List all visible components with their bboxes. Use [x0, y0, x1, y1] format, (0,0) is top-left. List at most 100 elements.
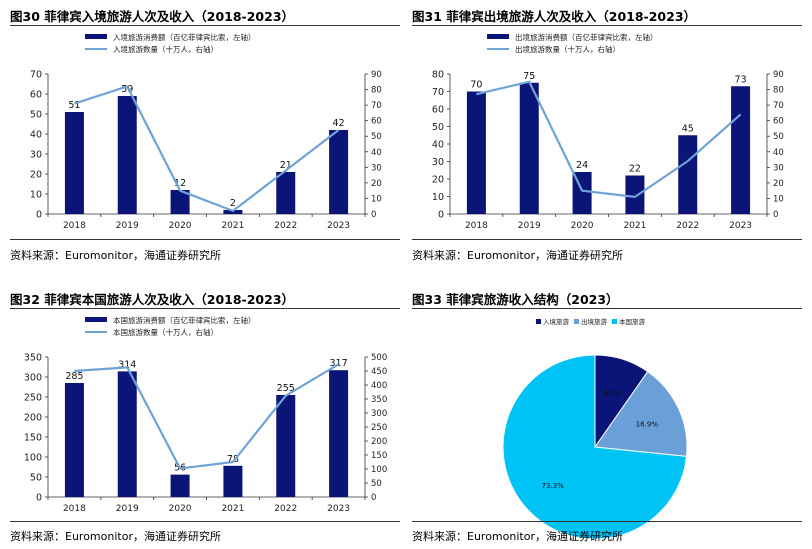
bar-data-label: 21 — [280, 160, 292, 171]
left-axis-tick-label: 20 — [432, 175, 444, 186]
legend-label: 出境旅游 — [581, 317, 608, 326]
left-axis-tick-label: 150 — [24, 433, 42, 444]
right-axis-tick-label: 30 — [773, 163, 784, 173]
domestic-tourism-chart: 本国旅游消费额（百亿菲律宾比索，左轴） 本国旅游数量（十万人，右轴） 0 50 100 1… — [24, 315, 387, 514]
right-axis-tick-label: 150 — [371, 451, 387, 461]
right-axis-tick-label: 90 — [371, 70, 382, 80]
chart-panel-domestic: 图32 菲律宾本国旅游人次及收入（2018-2023） 本国旅游消费额（百亿菲律… — [10, 289, 400, 547]
bar — [64, 112, 84, 214]
bar — [466, 91, 486, 214]
right-axis-tick-label: 350 — [371, 395, 387, 405]
left-axis-tick-label: 80 — [432, 70, 444, 81]
legend-label: 入境旅游 — [543, 317, 570, 326]
bar — [170, 474, 190, 497]
pie-slice — [502, 354, 688, 540]
legend-label-line: 入境旅游数量（十万人，右轴） — [113, 44, 218, 54]
source-note: 资料来源：Euromonitor，海通证券研究所 — [10, 530, 221, 543]
left-axis-tick-label: 200 — [24, 413, 42, 424]
bar-data-label: 2 — [230, 198, 236, 209]
bar — [223, 210, 243, 214]
bar — [329, 130, 349, 214]
left-axis-tick-label: 30 — [30, 150, 42, 161]
chart-panel-outbound: 图31 菲律宾出境旅游人次及收入（2018-2023） 出境旅游消费额（百亿菲律… — [412, 6, 802, 271]
pie-slice — [594, 370, 688, 457]
legend-label-line: 本国旅游数量（十万人，右轴） — [113, 327, 218, 337]
left-axis-tick-label: 50 — [432, 122, 444, 133]
right-axis-tick-label: 40 — [371, 148, 382, 158]
bar-data-label: 59 — [121, 84, 133, 95]
legend-swatch-bar — [487, 34, 509, 39]
bar-data-label: 78 — [227, 454, 239, 465]
legend-label-bar: 入境旅游消费额（百亿菲律宾比索，左轴） — [113, 32, 256, 42]
x-axis-tick-label: 2021 — [623, 221, 646, 231]
right-axis-tick-label: 90 — [773, 70, 784, 80]
x-axis-tick-label: 2018 — [63, 504, 86, 514]
left-axis-tick-label: 100 — [24, 453, 42, 464]
left-axis-tick-label: 40 — [30, 130, 42, 141]
line-series — [74, 363, 340, 470]
outbound-tourism-chart: 出境旅游消费额（百亿菲律宾比索，左轴） 出境旅游数量（十万人，右轴） 0 10 20 30… — [432, 32, 784, 231]
left-axis-tick-label: 300 — [24, 373, 42, 384]
left-axis-tick-label: 250 — [24, 393, 42, 404]
right-axis-tick-label: 80 — [773, 86, 784, 96]
x-axis-tick-label: 2021 — [221, 221, 244, 231]
source-divider — [412, 239, 802, 240]
bar-data-label: 314 — [118, 359, 136, 370]
x-axis-tick-label: 2018 — [63, 221, 86, 231]
bar-data-label: 42 — [333, 118, 345, 129]
bar — [625, 175, 645, 214]
left-axis-tick-label: 40 — [432, 140, 444, 151]
x-axis-tick-label: 2022 — [274, 504, 297, 514]
right-axis-tick-label: 450 — [371, 367, 387, 377]
legend-label-bar: 本国旅游消费额（百亿菲律宾比索，左轴） — [113, 315, 256, 325]
left-axis-tick-label: 0 — [438, 210, 444, 221]
right-axis-tick-label: 500 — [371, 353, 387, 363]
legend-label-bar: 出境旅游消费额（百亿菲律宾比索，左轴） — [515, 32, 658, 42]
legend-swatch-bar — [85, 317, 107, 322]
right-axis-tick-label: 400 — [371, 381, 387, 391]
bar-data-label: 285 — [65, 371, 83, 382]
right-axis-tick-label: 30 — [371, 163, 382, 173]
right-axis-tick-label: 50 — [773, 132, 784, 142]
right-axis-tick-label: 10 — [371, 194, 382, 204]
left-axis-tick-label: 70 — [432, 87, 444, 98]
x-axis-tick-label: 2020 — [169, 504, 192, 514]
chart-title: 图32 菲律宾本国旅游人次及收入（2018-2023） — [10, 292, 295, 307]
left-axis-tick-label: 60 — [432, 105, 444, 116]
pie-slice-label: 9.7% — [603, 390, 621, 398]
source-note: 资料来源：Euromonitor，海通证券研究所 — [412, 249, 623, 262]
bar — [276, 172, 296, 214]
bar-data-label: 255 — [277, 383, 295, 394]
source-divider — [10, 239, 400, 240]
bar — [731, 86, 751, 214]
x-axis-tick-label: 2023 — [327, 504, 350, 514]
x-axis-tick-label: 2022 — [676, 221, 699, 231]
inbound-tourism-chart: 入境旅游消费额（百亿菲律宾比索，左轴）入境旅游数量（十万人，右轴）0102030… — [30, 32, 382, 231]
line-series — [74, 85, 340, 212]
pie-slice-label: 16.9% — [636, 420, 659, 428]
right-axis-tick-label: 0 — [773, 210, 778, 220]
bar-data-label: 70 — [470, 80, 482, 91]
x-axis-tick-label: 2020 — [571, 221, 594, 231]
x-axis-tick-label: 2019 — [116, 504, 139, 514]
legend-label: 本国旅游 — [619, 317, 646, 326]
left-axis-tick-label: 50 — [30, 473, 42, 484]
title-underline — [10, 308, 400, 309]
x-axis-tick-label: 2022 — [274, 221, 297, 231]
bar-data-label: 51 — [68, 100, 80, 111]
bar-data-label: 45 — [682, 123, 694, 134]
bar-data-label: 12 — [174, 178, 186, 189]
x-axis-tick-label: 2020 — [169, 221, 192, 231]
legend-swatch — [612, 319, 617, 324]
left-axis-tick-label: 0 — [36, 493, 42, 504]
title-underline — [412, 308, 802, 309]
bar — [117, 371, 137, 497]
right-axis-tick-label: 100 — [371, 465, 387, 475]
right-axis-tick-label: 20 — [773, 179, 784, 189]
left-axis-tick-label: 30 — [432, 157, 444, 168]
legend-label-line: 出境旅游数量（十万人，右轴） — [515, 44, 620, 54]
source-divider — [412, 521, 802, 522]
left-axis-tick-label: 20 — [30, 170, 42, 181]
right-axis-tick-label: 80 — [371, 86, 382, 96]
source-divider — [10, 521, 400, 522]
